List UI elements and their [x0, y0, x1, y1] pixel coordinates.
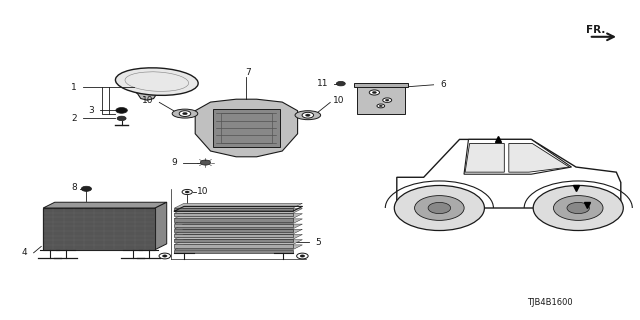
Polygon shape [174, 224, 303, 229]
Polygon shape [397, 140, 621, 208]
Circle shape [385, 99, 389, 101]
Circle shape [117, 116, 126, 121]
Bar [221, 113, 272, 143]
Circle shape [81, 186, 92, 191]
Polygon shape [125, 78, 160, 100]
Text: TJB4B1600: TJB4B1600 [527, 298, 573, 307]
Circle shape [533, 186, 623, 230]
Circle shape [554, 196, 603, 220]
Circle shape [383, 98, 392, 102]
Text: 9: 9 [171, 158, 177, 167]
Polygon shape [464, 140, 572, 174]
Ellipse shape [295, 111, 321, 120]
Polygon shape [174, 219, 293, 222]
Bar [354, 83, 408, 87]
Polygon shape [174, 208, 293, 211]
Polygon shape [174, 245, 303, 250]
Polygon shape [174, 240, 303, 244]
Circle shape [377, 104, 385, 108]
Circle shape [116, 108, 127, 113]
Circle shape [380, 105, 382, 107]
Text: FR.: FR. [586, 25, 605, 35]
Polygon shape [174, 209, 303, 213]
Circle shape [567, 202, 589, 214]
Polygon shape [174, 229, 293, 232]
Circle shape [302, 112, 314, 118]
Polygon shape [465, 143, 504, 172]
Polygon shape [174, 250, 293, 253]
Text: 10: 10 [333, 96, 345, 105]
Circle shape [163, 255, 167, 257]
Bar [357, 85, 404, 114]
Polygon shape [174, 239, 293, 243]
Text: 4: 4 [22, 248, 28, 257]
Text: 5: 5 [316, 238, 321, 247]
Circle shape [297, 253, 308, 259]
Circle shape [415, 196, 464, 220]
Text: 7: 7 [246, 68, 251, 77]
Polygon shape [195, 99, 298, 157]
Polygon shape [174, 235, 303, 239]
Ellipse shape [115, 68, 198, 95]
Text: 1: 1 [71, 83, 77, 92]
Circle shape [200, 160, 211, 165]
Circle shape [428, 202, 451, 214]
Polygon shape [509, 143, 570, 172]
Text: 6: 6 [440, 80, 445, 89]
Circle shape [369, 90, 380, 95]
Polygon shape [174, 203, 303, 208]
Polygon shape [174, 229, 303, 234]
Ellipse shape [172, 109, 198, 118]
Polygon shape [174, 224, 293, 227]
Text: 10: 10 [197, 188, 208, 196]
Polygon shape [44, 202, 166, 208]
Bar [44, 208, 155, 250]
Circle shape [182, 112, 188, 115]
Circle shape [394, 186, 484, 230]
Polygon shape [174, 244, 293, 248]
Polygon shape [174, 213, 293, 216]
Circle shape [159, 253, 170, 259]
Polygon shape [174, 219, 303, 224]
Circle shape [185, 191, 189, 193]
Text: 2: 2 [71, 114, 77, 123]
Text: 3: 3 [88, 106, 94, 115]
Circle shape [182, 189, 192, 195]
Polygon shape [174, 234, 293, 237]
Text: 8: 8 [71, 183, 77, 192]
Polygon shape [174, 214, 303, 219]
Text: 11: 11 [317, 79, 328, 88]
Text: 10: 10 [141, 96, 153, 105]
Circle shape [300, 255, 305, 257]
Circle shape [337, 81, 346, 86]
Polygon shape [155, 202, 166, 250]
Circle shape [179, 111, 191, 116]
Bar [213, 109, 280, 147]
Circle shape [372, 92, 376, 93]
Circle shape [305, 114, 310, 116]
